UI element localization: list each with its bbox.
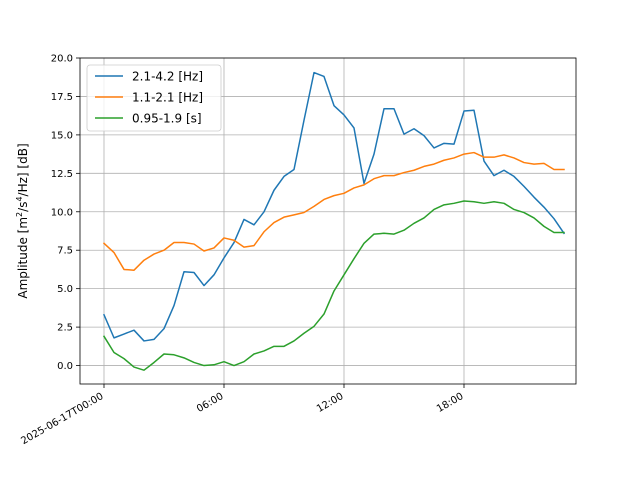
y-tick-label: 5.0 (57, 284, 73, 295)
y-tick-label: 0.0 (57, 361, 73, 372)
series-line-3 (102, 200, 565, 371)
y-tick-label: 20.0 (51, 54, 73, 65)
legend: 2.1-4.2 [Hz] 1.1-2.1 [Hz] 0.95-1.9 [s] (86, 64, 222, 132)
y-tick-label: 7.5 (57, 246, 73, 257)
legend-box (86, 64, 222, 132)
y-tick-label: 2.5 (57, 323, 73, 334)
y-tick-label: 15.0 (51, 130, 73, 141)
plot-frame (79, 57, 577, 385)
y-tick-label: 12.5 (51, 169, 73, 180)
y-tick-label: 10.0 (51, 207, 73, 218)
series-line-2 (102, 151, 565, 271)
legend-label: 1.1-2.1 [Hz] (132, 91, 203, 105)
y-tick-label: 17.5 (51, 92, 73, 103)
legend-label: 2.1-4.2 [Hz] (132, 70, 203, 84)
y-axis-ticks: 0.0 2.5 5.0 7.5 10.0 12.5 15.0 17.5 20.0 (51, 54, 80, 372)
series-lines (102, 71, 566, 371)
series-line-1 (103, 71, 566, 342)
y-axis-label: Amplitude [m2/s4/Hz] [dB] (15, 143, 30, 298)
legend-label: 0.95-1.9 [s] (132, 112, 202, 126)
